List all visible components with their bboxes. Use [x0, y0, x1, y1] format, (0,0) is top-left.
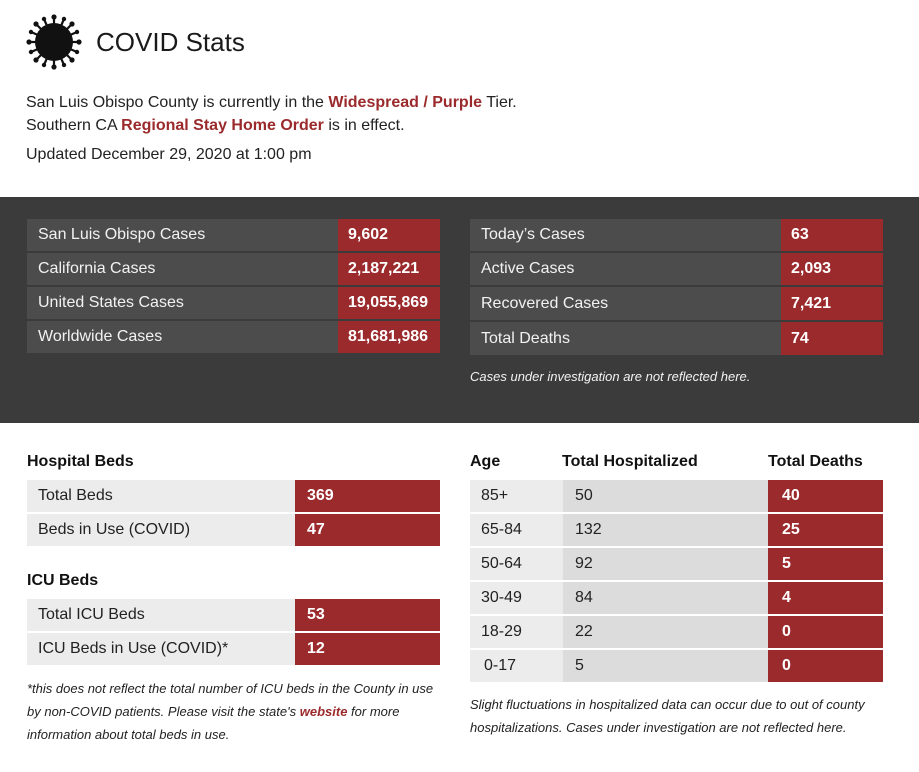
table-row: Today’s Cases 63 — [470, 219, 883, 251]
stat-value: 7,421 — [781, 287, 883, 320]
hospital-beds-title: Hospital Beds — [27, 453, 134, 470]
age-cell: 18-29 — [470, 616, 563, 648]
beds-value: 369 — [295, 480, 440, 512]
stat-label: San Luis Obispo Cases — [27, 219, 338, 251]
icu-beds-table: Total ICU Beds 53 ICU Beds in Use (COVID)… — [27, 599, 440, 667]
tier-suffix: Tier. — [482, 94, 517, 111]
age-cell: 85+ — [470, 480, 563, 512]
stat-label: California Cases — [27, 253, 338, 285]
tier-line: San Luis Obispo County is currently in t… — [26, 91, 517, 114]
table-row: Total Deaths 74 — [470, 322, 883, 355]
beds-value: 12 — [295, 633, 440, 665]
order-suffix: is in effect. — [323, 117, 405, 134]
table-row: Active Cases 2,093 — [470, 253, 883, 285]
table-row: 18-29 22 0 — [470, 616, 883, 648]
order-prefix: Southern CA — [26, 117, 122, 134]
beds-label: Beds in Use (COVID) — [27, 514, 295, 546]
beds-label: ICU Beds in Use (COVID)* — [27, 633, 295, 665]
hospitalized-header: Total Hospitalized — [562, 453, 698, 470]
age-cell: 30-49 — [470, 582, 563, 614]
updated-timestamp: Updated December 29, 2020 at 1:00 pm — [26, 146, 312, 163]
hospitalized-cell: 132 — [563, 514, 768, 546]
hospitalized-cell: 50 — [563, 480, 768, 512]
deaths-cell: 5 — [768, 548, 883, 580]
hospitalized-cell: 5 — [563, 650, 768, 682]
stat-value: 74 — [781, 322, 883, 355]
table-row: 50-64 92 5 — [470, 548, 883, 580]
footnote-prefix: *this does not reflect the total number … — [27, 681, 434, 719]
cases-note: Cases under investigation are not reflec… — [470, 369, 751, 384]
table-row: California Cases 2,187,221 — [27, 253, 440, 285]
table-row: 30-49 84 4 — [470, 582, 883, 614]
order-line: Southern CA Regional Stay Home Order is … — [26, 114, 517, 137]
table-row: Total Beds 369 — [27, 480, 440, 512]
tier-link[interactable]: Widespread / Purple — [328, 94, 483, 111]
deaths-cell: 0 — [768, 616, 883, 648]
page-title: COVID Stats — [96, 26, 245, 57]
stat-label: Recovered Cases — [470, 287, 781, 320]
beds-value: 47 — [295, 514, 440, 546]
stat-value: 81,681,986 — [338, 321, 440, 353]
table-row: 65-84 132 25 — [470, 514, 883, 546]
deaths-cell: 25 — [768, 514, 883, 546]
table-row: 85+ 50 40 — [470, 480, 883, 512]
hospitalized-cell: 84 — [563, 582, 768, 614]
table-row: United States Cases 19,055,869 — [27, 287, 440, 319]
hospital-beds-table: Total Beds 369 Beds in Use (COVID) 47 — [27, 480, 440, 548]
cases-table-left: San Luis Obispo Cases 9,602 California Ca… — [27, 219, 440, 355]
age-table: 85+ 50 40 65-84 132 25 50-64 92 5 30-49 84 4 18-… — [470, 480, 883, 684]
order-link[interactable]: Regional Stay Home Order — [121, 117, 324, 134]
footnote-suffix: for more information about total beds in… — [27, 704, 400, 742]
stat-value: 2,093 — [781, 253, 883, 285]
table-row: Worldwide Cases 81,681,986 — [27, 321, 440, 353]
virus-icon — [26, 14, 82, 70]
hospitalized-cell: 92 — [563, 548, 768, 580]
age-cell: 50-64 — [470, 548, 563, 580]
stat-value: 2,187,221 — [338, 253, 440, 285]
table-row: Recovered Cases 7,421 — [470, 287, 883, 320]
tier-prefix: San Luis Obispo County is currently in t… — [26, 94, 329, 111]
table-row: Beds in Use (COVID) 47 — [27, 514, 440, 546]
beds-value: 53 — [295, 599, 440, 631]
table-row: Total ICU Beds 53 — [27, 599, 440, 631]
age-cell: 0-17 — [470, 650, 563, 682]
tier-status: San Luis Obispo County is currently in t… — [26, 91, 517, 137]
stat-value: 63 — [781, 219, 883, 251]
icu-beds-title: ICU Beds — [27, 572, 99, 589]
age-table-header: Age Total Hospitalized Total Deaths — [470, 453, 883, 473]
icu-footnote: *this does not reflect the total number … — [27, 677, 442, 746]
deaths-cell: 0 — [768, 650, 883, 682]
page-header: COVID Stats — [26, 12, 245, 72]
beds-label: Total ICU Beds — [27, 599, 295, 631]
cases-table-right: Today’s Cases 63 Active Cases 2,093 Recove… — [470, 219, 883, 357]
stat-value: 19,055,869 — [338, 287, 440, 319]
deaths-header: Total Deaths — [768, 453, 863, 470]
deaths-cell: 40 — [768, 480, 883, 512]
stat-label: United States Cases — [27, 287, 338, 319]
stat-value: 9,602 — [338, 219, 440, 251]
stat-label: Total Deaths — [470, 322, 781, 355]
hospitalized-cell: 22 — [563, 616, 768, 648]
website-link[interactable]: website — [299, 704, 348, 719]
age-header: Age — [470, 453, 501, 470]
deaths-cell: 4 — [768, 582, 883, 614]
hospitalization-note: Slight fluctuations in hospitalized data… — [470, 697, 865, 735]
beds-label: Total Beds — [27, 480, 295, 512]
table-row: San Luis Obispo Cases 9,602 — [27, 219, 440, 251]
stat-label: Active Cases — [470, 253, 781, 285]
age-cell: 65-84 — [470, 514, 563, 546]
stat-label: Today’s Cases — [470, 219, 781, 251]
stat-label: Worldwide Cases — [27, 321, 338, 353]
table-row: 0-17 5 0 — [470, 650, 883, 682]
table-row: ICU Beds in Use (COVID)* 12 — [27, 633, 440, 665]
